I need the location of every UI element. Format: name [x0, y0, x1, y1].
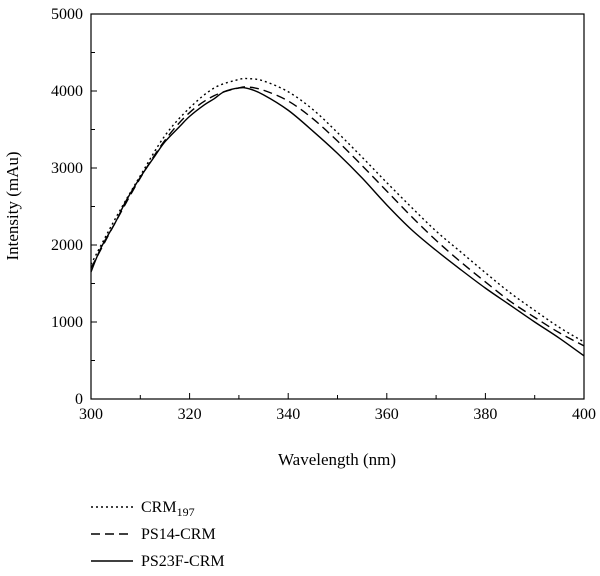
y-axis-label: Intensity (mAu): [3, 151, 22, 260]
legend-label-subscript: 197: [177, 505, 195, 519]
x-tick-label: 360: [375, 406, 399, 423]
plot-frame: [90, 13, 585, 400]
series-line-3: [90, 86, 585, 357]
y-tick-label: 2000: [51, 237, 83, 254]
y-tick-label: 4000: [51, 83, 83, 100]
legend-label-1: CRM197: [141, 499, 195, 519]
series-line-2: [90, 86, 585, 347]
legend: CRM197 PS14-CRM PS23F-CRM: [91, 499, 225, 570]
y-tick-label: 1000: [51, 314, 83, 331]
series-layer: [90, 77, 585, 357]
x-tick-label: 400: [572, 406, 596, 423]
x-axis-label: Wavelength (nm): [278, 450, 396, 469]
y-tick-label: 3000: [51, 160, 83, 177]
y-tick-label: 5000: [51, 6, 83, 23]
x-tick-label: 340: [276, 406, 300, 423]
x-tick-label: 300: [79, 406, 103, 423]
y-tick-label: 0: [75, 391, 83, 408]
legend-label-2: PS14-CRM: [141, 526, 216, 543]
x-tick-label: 320: [178, 406, 202, 423]
x-tick-label: 380: [473, 406, 497, 423]
legend-label-3: PS23F-CRM: [141, 553, 225, 570]
series-line-1: [90, 77, 585, 343]
